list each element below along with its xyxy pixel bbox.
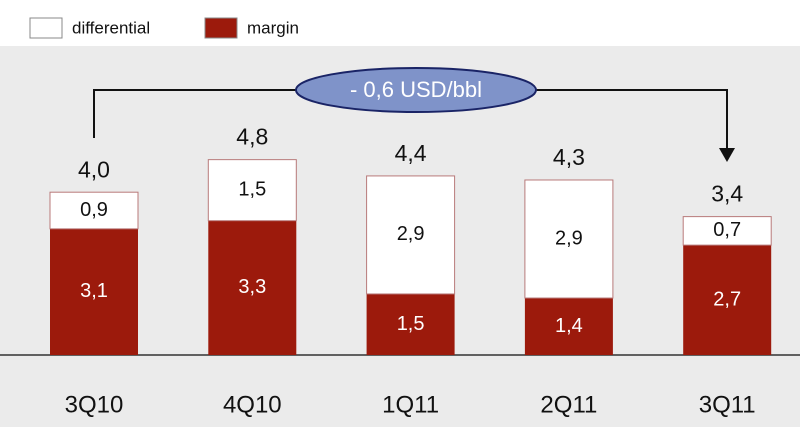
bar-segment [366,293,455,355]
value-label: 0,9 [80,199,108,221]
value-label: 3,1 [80,280,108,302]
bar-segment [49,191,139,230]
value-label: 2,9 [555,227,583,249]
bar-segment [524,179,614,299]
value-label: 0,7 [713,219,741,241]
x-tick-label: 4Q10 [223,391,282,418]
legend-band [0,0,800,46]
total-label: 4,4 [395,140,427,166]
value-label: 1,5 [238,178,266,200]
bar-segment [207,159,297,222]
x-tick-label: 3Q10 [65,391,124,418]
legend-label: margin [247,18,299,37]
legend-swatch [29,17,63,39]
total-label: 4,0 [78,156,110,182]
value-label: 1,5 [397,313,425,335]
value-label: 2,9 [397,223,425,245]
annotation: - 0,6 USD/bbl [350,77,482,102]
x-tick-label: 1Q11 [382,391,439,418]
x-tick-label: 2Q11 [540,391,597,418]
value-label: 2,7 [713,288,741,310]
connector-left [93,89,300,138]
legend-label: differential [72,18,150,37]
connector-right [532,89,728,150]
legend-swatch [204,17,238,39]
arrowhead [719,148,735,162]
annotation-bubble [295,67,537,113]
bar-segment [208,220,297,355]
x-tick-label: 3Q11 [699,391,756,418]
total-label: 3,4 [711,181,743,207]
bar-segment [683,245,772,355]
value-label: 1,4 [555,315,583,337]
bar-segment [366,175,456,295]
legend: differential margin [29,17,299,39]
bar-segment [524,298,613,355]
bar-segment [682,216,772,246]
bar-segment [50,228,138,355]
value-label: 3,3 [238,276,266,298]
total-label: 4,8 [236,124,268,150]
total-label: 4,3 [553,144,585,170]
